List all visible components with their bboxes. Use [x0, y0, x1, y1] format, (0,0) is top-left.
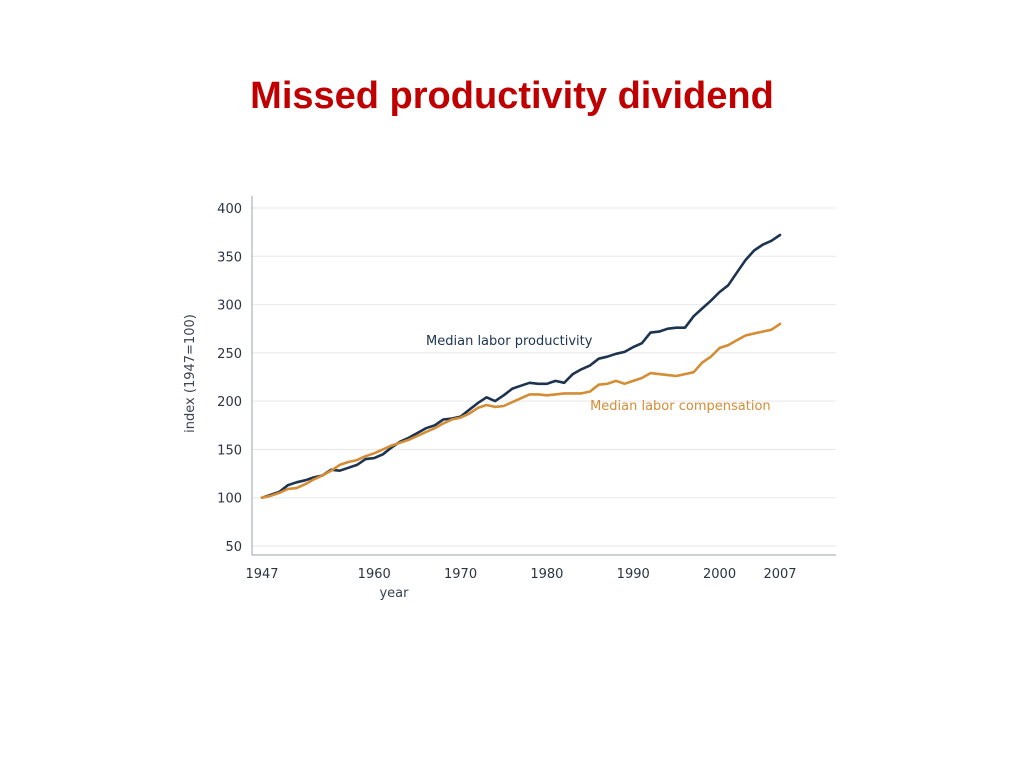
x-tick-label: 1960 — [358, 567, 391, 582]
series-line-compensation — [260, 322, 782, 499]
x-tick-label: 2007 — [763, 567, 796, 582]
x-tick-label: 1990 — [617, 567, 650, 582]
y-tick-label: 300 — [217, 299, 242, 314]
y-tick-label: 100 — [217, 492, 242, 507]
series-label-productivity: Median labor productivity — [426, 334, 593, 349]
x-axis-title: year — [379, 586, 409, 601]
y-tick-label: 200 — [217, 395, 242, 410]
series-label-compensation: Median labor compensation — [590, 399, 771, 414]
x-tick-label: 1970 — [444, 567, 477, 582]
series-line-productivity — [260, 233, 782, 499]
x-tick-label: 1980 — [530, 567, 563, 582]
x-tick-label: 1947 — [245, 567, 278, 582]
y-tick-label: 350 — [217, 250, 242, 265]
slide-title: Missed productivity dividend — [250, 75, 774, 117]
y-tick-label: 400 — [217, 202, 242, 217]
x-tick-label: 2000 — [703, 567, 736, 582]
y-tick-label: 250 — [217, 347, 242, 362]
y-tick-label: 50 — [225, 540, 242, 555]
y-axis-title: index (1947=100) — [183, 314, 198, 433]
y-tick-label: 150 — [217, 443, 242, 458]
